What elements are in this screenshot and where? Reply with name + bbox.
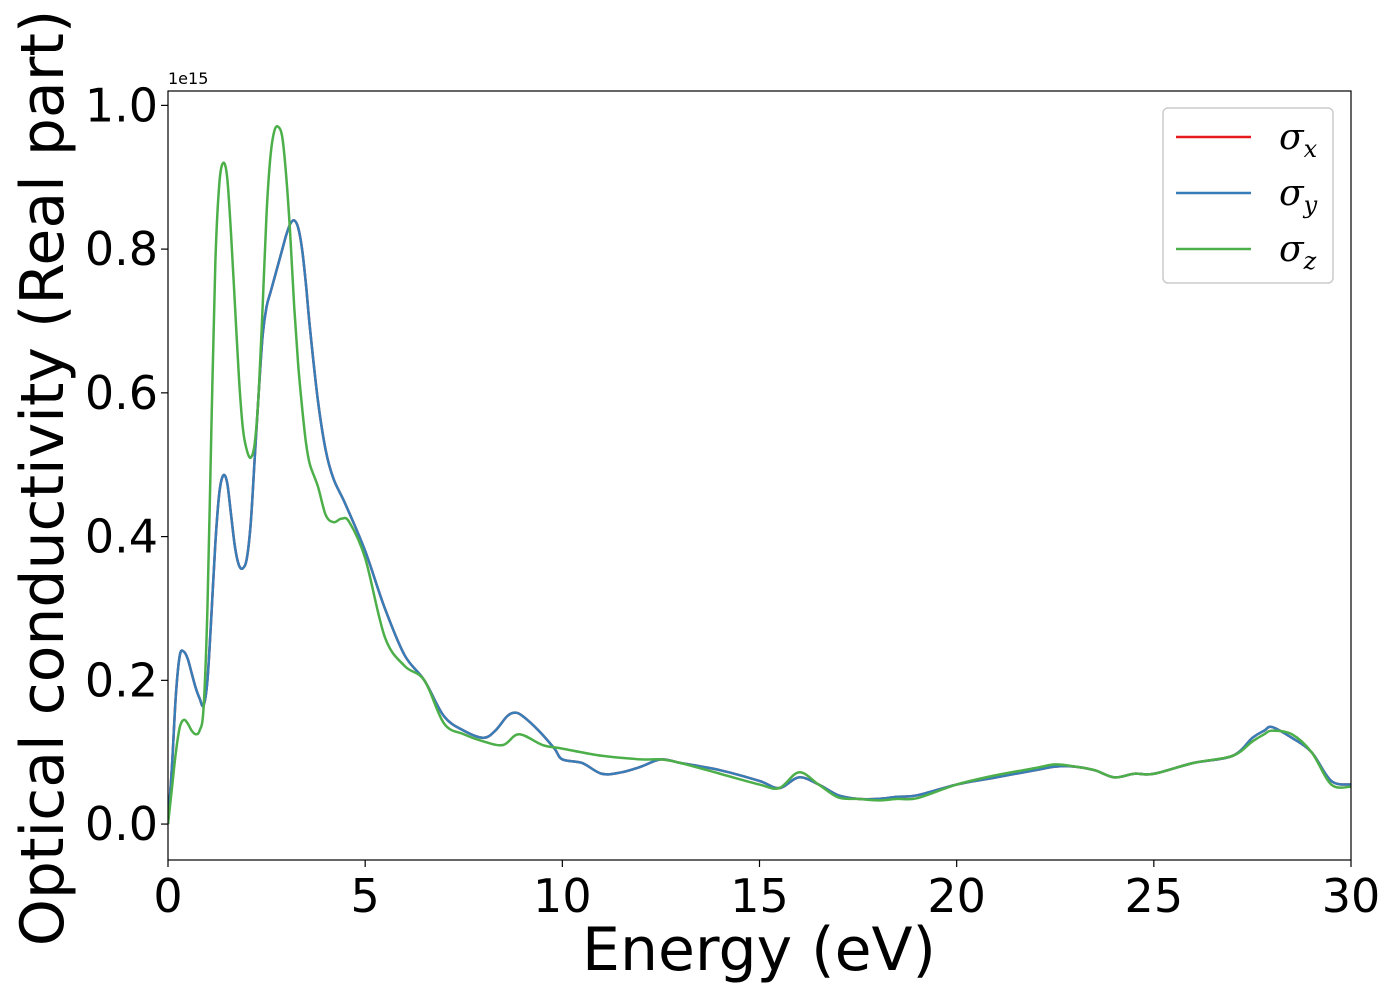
x-axis-ticks: 0 5 10 15 20 25 30 xyxy=(153,860,1380,923)
x-tick-label: 20 xyxy=(927,869,986,923)
y-tick-label: 0.2 xyxy=(85,653,158,707)
y-tick-label: 0.6 xyxy=(85,366,158,420)
x-tick-label: 5 xyxy=(351,869,380,923)
series-layer xyxy=(168,125,1351,825)
x-tick-label: 10 xyxy=(533,869,592,923)
y-tick-label: 1.0 xyxy=(85,78,158,132)
y-axis-label: Optical conductivity (Real part) xyxy=(8,10,78,947)
series-line-z xyxy=(168,125,1351,825)
y-tick-label: 0.4 xyxy=(85,510,158,564)
x-tick-label: 15 xyxy=(730,869,789,923)
y-tick-label: 0.8 xyxy=(85,222,158,276)
legend-box xyxy=(1162,107,1334,284)
y-axis-ticks: 0.0 0.2 0.4 0.6 0.8 1.0 xyxy=(85,78,168,851)
x-tick-label: 30 xyxy=(1322,869,1381,923)
x-axis-label: Energy (eV) xyxy=(582,915,936,985)
x-tick-label: 25 xyxy=(1125,869,1184,923)
y-axis-offset-label: 1e15 xyxy=(168,69,208,88)
y-tick-label: 0.0 xyxy=(85,797,158,851)
x-tick-label: 0 xyxy=(153,869,182,923)
